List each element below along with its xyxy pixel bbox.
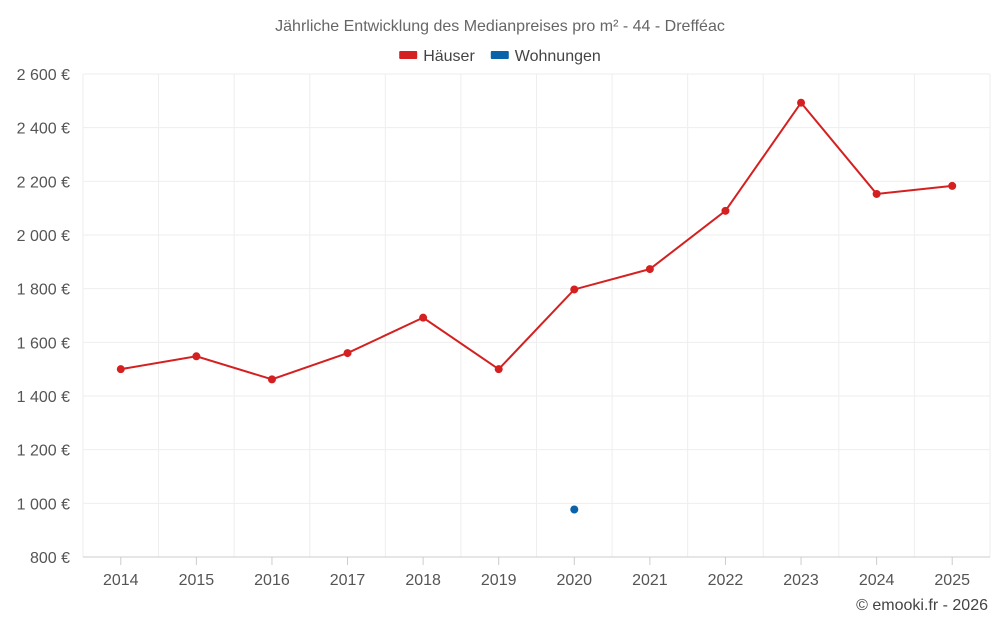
legend-item-häuser[interactable]: Häuser (399, 48, 475, 65)
x-tick-label: 2025 (934, 572, 970, 589)
x-tick-label: 2021 (632, 572, 668, 589)
legend[interactable]: Häuser Wohnungen (399, 48, 601, 65)
legend-swatch (399, 51, 418, 59)
series-häuser-point-2023[interactable] (797, 98, 806, 107)
legend-swatch (490, 51, 509, 59)
y-tick-label: 1 400 € (17, 389, 70, 406)
axes: 800 € 1 000 € 1 200 € 1 400 € 1 600 € 1 800 €… (17, 67, 990, 589)
series-häuser-point-2025[interactable] (948, 181, 957, 190)
x-tick-label: 2017 (330, 572, 366, 589)
series-häuser-point-2021[interactable] (645, 265, 654, 274)
y-tick-label: 1 000 € (17, 496, 70, 513)
x-tick-label: 2015 (179, 572, 215, 589)
y-tick-label: 2 400 € (17, 121, 70, 138)
series-häuser-point-2017[interactable] (343, 349, 352, 358)
y-tick-label: 1 200 € (17, 443, 70, 460)
x-tick-label: 2022 (708, 572, 744, 589)
legend-item-wohnungen[interactable]: Wohnungen (490, 48, 601, 65)
y-tick-label: 2 000 € (17, 228, 70, 245)
x-tick-label: 2016 (254, 572, 290, 589)
legend-label: Wohnungen (515, 48, 601, 65)
y-tick-label: 1 600 € (17, 335, 70, 352)
y-tick-label: 800 € (30, 550, 70, 567)
series-häuser-point-2016[interactable] (267, 375, 276, 384)
x-tick-label: 2023 (783, 572, 819, 589)
series-häuser-line (120, 101, 953, 381)
y-tick-label: 1 800 € (17, 282, 70, 299)
series-häuser-point-2022[interactable] (721, 206, 730, 215)
series-häuser-point-2024[interactable] (872, 189, 881, 198)
legend-label: Häuser (423, 48, 475, 65)
series-häuser-point-2019[interactable] (494, 365, 503, 374)
x-tick-label: 2014 (103, 572, 139, 589)
x-tick-label: 2018 (405, 572, 441, 589)
series-häuser-point-2014[interactable] (116, 365, 125, 374)
y-tick-label: 2 600 € (17, 67, 70, 84)
y-tick-label: 2 200 € (17, 174, 70, 191)
x-tick-label: 2020 (556, 572, 592, 589)
series-häuser-point-2020[interactable] (570, 285, 579, 294)
series (116, 98, 957, 514)
x-tick-label: 2019 (481, 572, 517, 589)
series-häuser-point-2018[interactable] (419, 313, 428, 322)
series-häuser-point-2015[interactable] (192, 352, 201, 361)
grid (82, 73, 991, 557)
chart-title: Jährliche Entwicklung des Medianpreises … (275, 18, 725, 35)
x-tick-label: 2024 (859, 572, 895, 589)
series-wohnungen-point-2020[interactable] (570, 505, 579, 514)
credit-text: © emooki.fr - 2026 (856, 597, 988, 614)
